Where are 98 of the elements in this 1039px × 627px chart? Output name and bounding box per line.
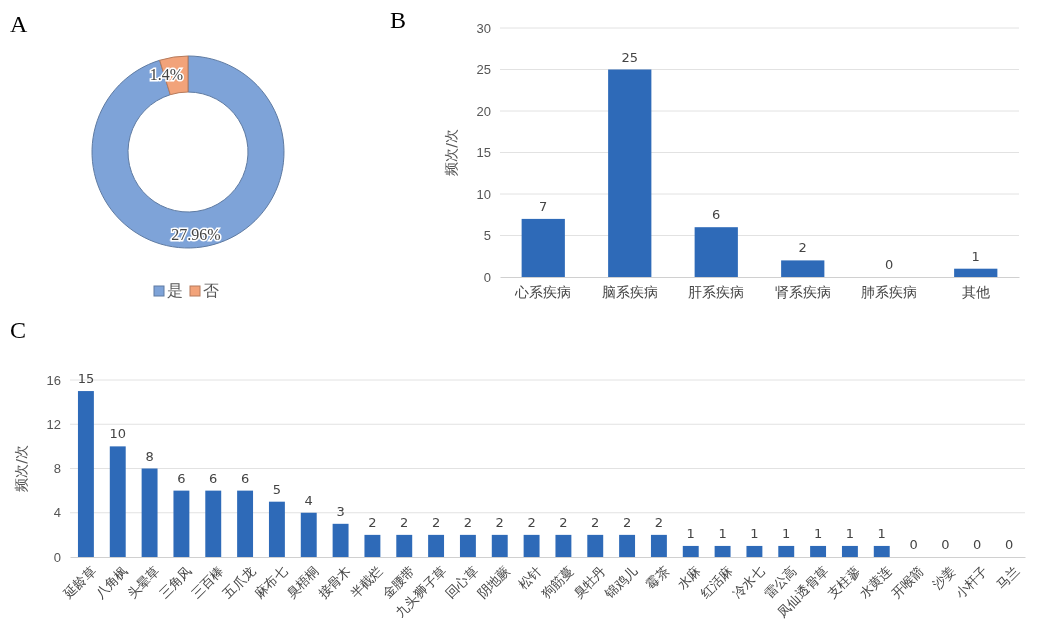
data-label: 6 — [712, 207, 721, 223]
bar — [714, 545, 731, 557]
y-tick-label: 16 — [46, 372, 61, 388]
data-label: 2 — [463, 514, 473, 530]
bar — [459, 534, 476, 557]
x-tick-label: 霉茶 — [642, 563, 672, 593]
bar — [364, 534, 381, 557]
bar — [77, 391, 94, 557]
data-label: 1 — [845, 525, 855, 541]
bar — [841, 545, 858, 557]
x-tick-label: 脑系疾病 — [601, 283, 658, 300]
bar — [396, 534, 413, 557]
x-tick-label: 肺系疾病 — [861, 283, 918, 300]
data-label: 0 — [973, 537, 982, 552]
bar — [608, 69, 652, 277]
bar — [694, 227, 738, 277]
bar — [109, 446, 126, 557]
bar — [205, 490, 222, 557]
data-label: 2 — [400, 514, 409, 530]
bar — [587, 534, 604, 557]
bar — [746, 545, 763, 557]
y-tick-label: 10 — [476, 186, 491, 202]
donut-slice — [91, 55, 285, 249]
data-label: 2 — [622, 514, 632, 530]
y-axis-title: 频次/次 — [443, 129, 459, 176]
data-label: 2 — [495, 514, 504, 530]
x-tick-label: 肾系疾病 — [774, 283, 831, 300]
bar — [778, 545, 795, 557]
bar — [682, 545, 699, 557]
data-label: 1 — [686, 525, 695, 541]
data-label: 0 — [885, 257, 894, 272]
data-label: 0 — [909, 537, 918, 552]
bar — [555, 534, 572, 557]
y-tick-label: 0 — [53, 549, 61, 565]
bar — [491, 534, 508, 557]
bar — [810, 545, 827, 557]
data-label: 0 — [1004, 537, 1014, 552]
y-tick-label: 20 — [476, 103, 491, 119]
bar — [332, 523, 349, 557]
data-label: 1 — [750, 525, 759, 541]
data-label: 4 — [304, 492, 313, 508]
data-label: 27.96% — [171, 225, 221, 243]
chart-title: B — [390, 7, 407, 33]
data-label: 5 — [272, 481, 282, 497]
data-label: 2 — [798, 240, 807, 256]
x-tick-label: 心系疾病 — [514, 283, 572, 300]
bar — [521, 218, 565, 277]
legend-label: 否 — [203, 281, 219, 300]
y-axis-title: 频次/次 — [13, 445, 29, 492]
data-label: 3 — [336, 503, 345, 519]
data-label: 6 — [209, 470, 218, 486]
bar — [619, 534, 636, 557]
data-label: 1 — [718, 525, 727, 541]
data-label: 2 — [654, 514, 664, 530]
bar — [237, 490, 254, 557]
data-label: 2 — [591, 514, 600, 530]
data-label: 1 — [971, 248, 980, 264]
data-label: 15 — [77, 371, 95, 387]
data-label: 2 — [527, 514, 536, 530]
chart-title: C — [10, 317, 27, 343]
data-label: 1 — [877, 525, 886, 541]
data-label: 8 — [145, 448, 154, 464]
data-label: 1 — [813, 525, 823, 541]
data-label: 10 — [109, 426, 127, 442]
data-label: 1 — [782, 525, 791, 541]
x-tick-label: 肝系疾病 — [688, 283, 745, 300]
y-tick-label: 8 — [53, 461, 61, 477]
data-label: 2 — [431, 514, 441, 530]
bar — [954, 268, 998, 277]
bar — [650, 534, 667, 557]
bar — [781, 260, 825, 277]
y-tick-label: 15 — [476, 145, 491, 161]
bar — [173, 490, 190, 557]
data-label: 25 — [621, 49, 639, 65]
x-tick-label: 沙姜 — [929, 563, 959, 593]
chart-title: A — [10, 11, 28, 37]
bar — [268, 501, 285, 557]
bar — [300, 512, 317, 557]
x-tick-label: 马兰 — [993, 563, 1023, 593]
y-tick-label: 12 — [46, 416, 61, 432]
data-label: 2 — [368, 514, 377, 530]
y-tick-label: 5 — [483, 228, 491, 244]
legend-label: 是 — [167, 281, 183, 300]
data-label: 2 — [559, 514, 568, 530]
data-label: 6 — [240, 470, 250, 486]
bar — [873, 545, 890, 557]
bar — [523, 534, 540, 557]
data-label: 0 — [941, 537, 950, 552]
bar — [141, 468, 158, 557]
bar — [428, 534, 445, 557]
x-tick-label: 延龄草 — [60, 563, 99, 603]
y-tick-label: 30 — [476, 20, 491, 36]
y-tick-label: 4 — [53, 505, 61, 521]
y-tick-label: 25 — [476, 62, 491, 78]
y-tick-label: 0 — [483, 269, 491, 285]
data-label: 7 — [539, 198, 548, 214]
data-label: 6 — [177, 470, 186, 486]
x-tick-label: 其他 — [961, 283, 990, 300]
